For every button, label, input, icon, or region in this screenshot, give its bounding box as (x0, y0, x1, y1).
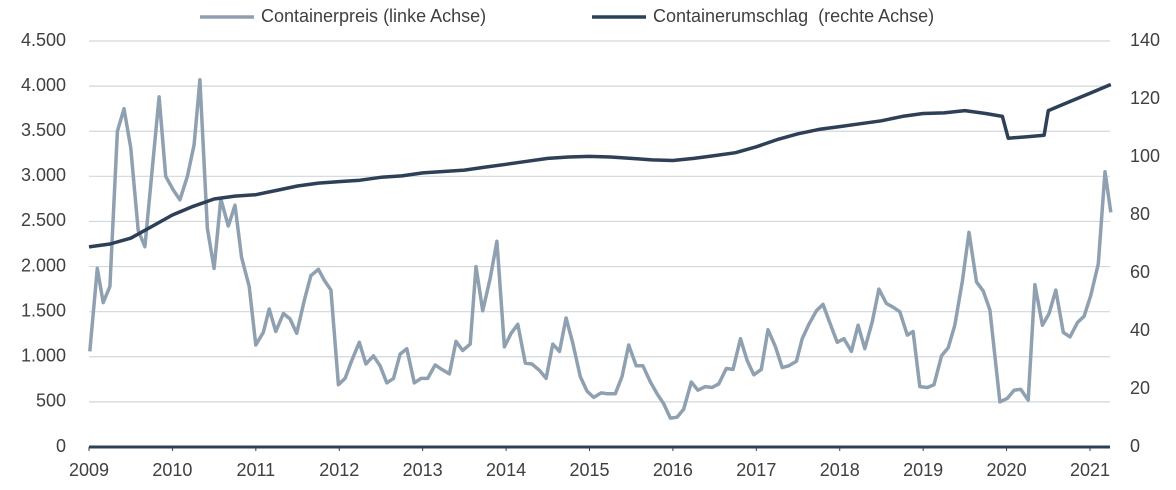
y-tick-label: 3.000 (21, 165, 66, 185)
series-line (88, 78, 1113, 420)
legend-label: Containerpreis (linke Achse) (261, 6, 486, 26)
y2-tick-label: 100 (1130, 146, 1160, 166)
y2-tick-label: 120 (1130, 88, 1160, 108)
x-tick-label: 2015 (569, 460, 609, 480)
y-tick-label: 1.000 (21, 346, 66, 366)
y2-tick-label: 60 (1130, 262, 1150, 282)
y-tick-label: 1.500 (21, 300, 66, 320)
x-tick-label: 2018 (820, 460, 860, 480)
y-tick-label: 0 (56, 436, 66, 456)
legend-label: Containerumschlag (rechte Achse) (653, 6, 934, 26)
x-tick-label: 2014 (486, 460, 526, 480)
series-line (88, 82, 1112, 249)
y-tick-label: 2.500 (21, 210, 66, 230)
y2-tick-label: 140 (1130, 30, 1160, 50)
x-tick-label: 2009 (69, 460, 109, 480)
y-tick-label: 4.000 (21, 75, 66, 95)
x-tick-label: 2011 (236, 460, 275, 480)
y-tick-label: 3.500 (21, 120, 66, 140)
x-tick-label: 2017 (736, 460, 776, 480)
x-tick-label: 2016 (653, 460, 693, 480)
x-tick-label: 2020 (987, 460, 1027, 480)
y-tick-label: 4.500 (21, 30, 66, 50)
y-tick-label: 500 (36, 391, 66, 411)
x-tick-label: 2010 (152, 460, 192, 480)
y2-tick-label: 20 (1130, 378, 1150, 398)
x-tick-label: 2013 (403, 460, 443, 480)
x-tick-label: 2019 (903, 460, 943, 480)
y2-tick-label: 0 (1130, 436, 1140, 456)
y2-tick-label: 40 (1130, 320, 1150, 340)
y2-tick-label: 80 (1130, 204, 1150, 224)
y-tick-label: 2.000 (21, 255, 66, 275)
x-tick-label: 2012 (319, 460, 359, 480)
x-tick-label: 2021 (1070, 460, 1110, 480)
